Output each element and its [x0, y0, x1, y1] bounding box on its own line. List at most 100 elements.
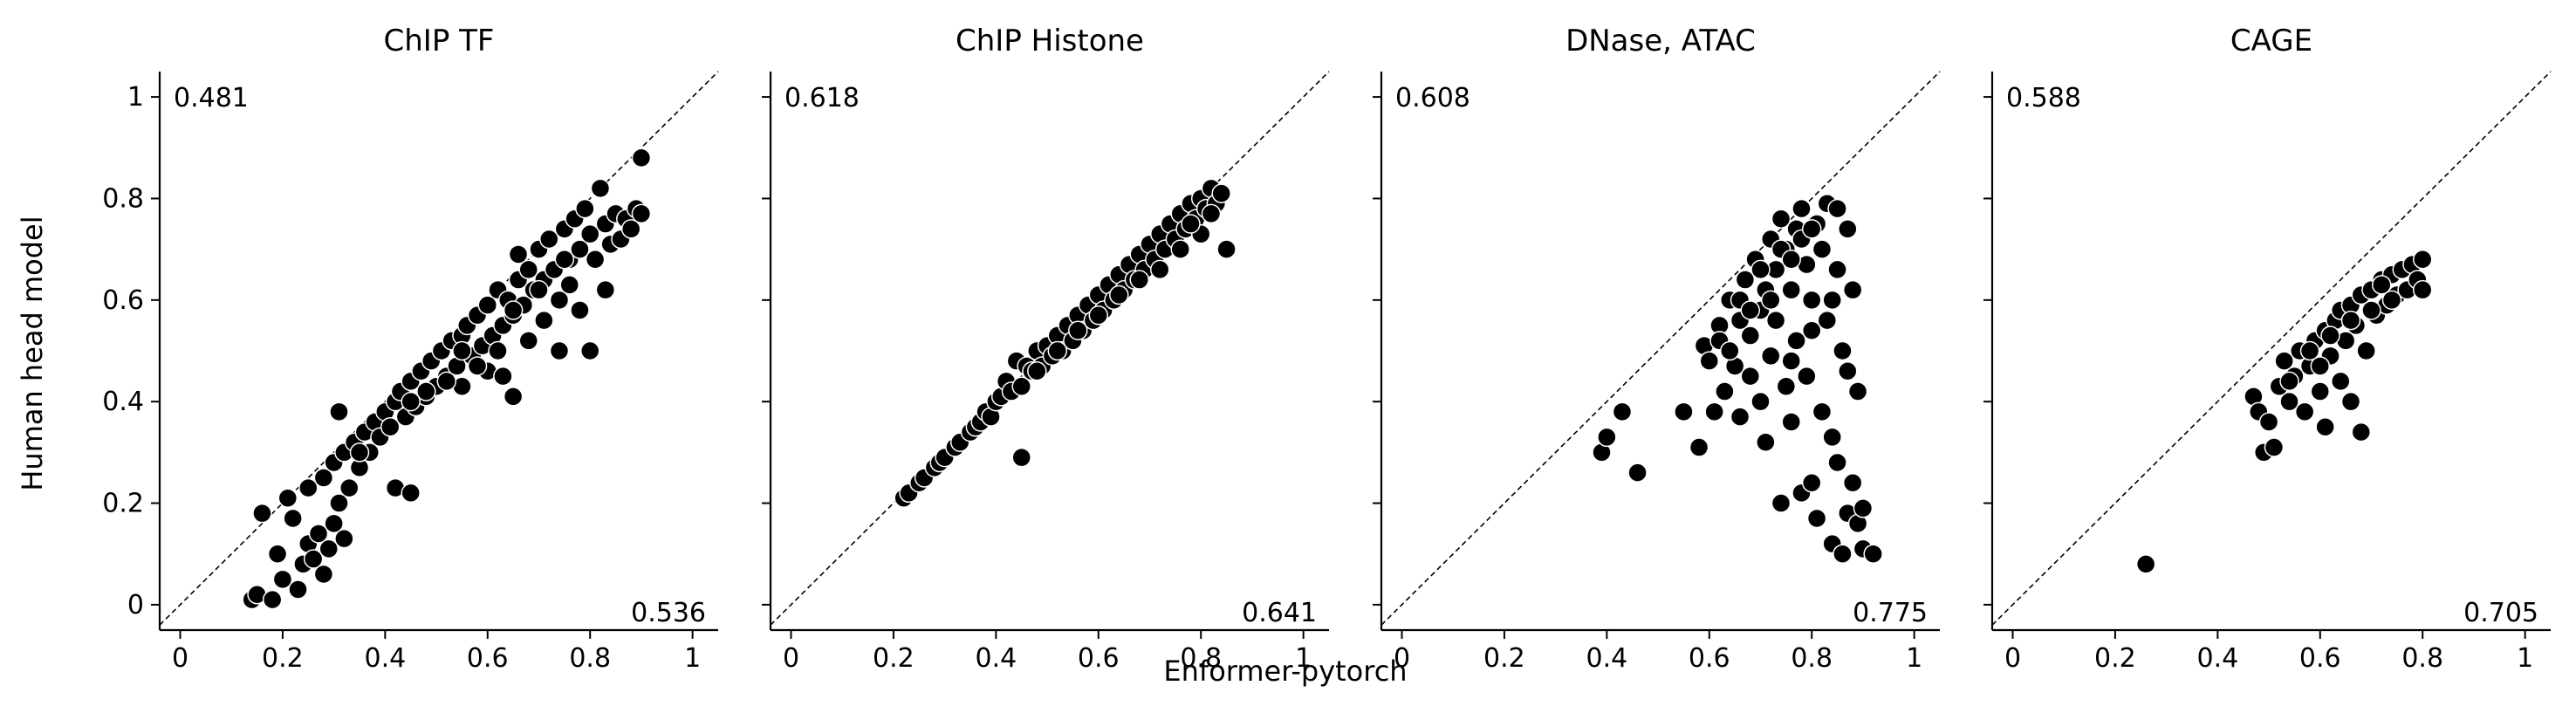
- data-point: [1822, 290, 1842, 311]
- data-point: [549, 290, 570, 311]
- data-point: [1211, 183, 1231, 203]
- data-point: [324, 513, 344, 534]
- data-point: [477, 295, 498, 315]
- data-point: [503, 387, 524, 407]
- data-point: [1801, 320, 1822, 340]
- data-point: [329, 401, 349, 422]
- data-point: [1011, 447, 1031, 468]
- x-tick-label: 0.4: [364, 643, 406, 674]
- data-point: [313, 564, 334, 585]
- data-point: [334, 529, 354, 549]
- data-point: [401, 391, 421, 412]
- data-point: [1740, 300, 1761, 320]
- data-point: [1068, 320, 1088, 340]
- x-tick-label: 0: [1394, 643, 1410, 674]
- data-point: [2361, 300, 2381, 320]
- diagonal-line: [1380, 71, 1941, 626]
- data-point: [1735, 270, 1756, 290]
- data-point: [1801, 473, 1822, 493]
- data-point: [1216, 239, 1237, 259]
- data-point: [1170, 239, 1190, 259]
- data-point: [1833, 544, 1853, 564]
- data-point: [2412, 279, 2433, 300]
- data-point: [1786, 331, 1806, 351]
- top-left-annotation: 0.618: [784, 83, 860, 113]
- data-point: [1740, 326, 1761, 346]
- data-point: [1781, 279, 1801, 300]
- x-tick-label: 0.2: [2094, 643, 2136, 674]
- data-point: [1801, 219, 1822, 239]
- data-point: [349, 442, 370, 463]
- data-point: [1781, 412, 1801, 432]
- data-point: [1801, 290, 1822, 311]
- data-point: [1842, 473, 1863, 493]
- data-point: [554, 250, 575, 270]
- data-point: [508, 244, 529, 264]
- x-tick-label: 0.2: [1483, 643, 1525, 674]
- data-point: [329, 493, 349, 513]
- data-point: [1760, 290, 1781, 311]
- data-point: [579, 223, 600, 244]
- data-point: [1027, 361, 1047, 381]
- x-tick-label: 0.4: [2196, 643, 2238, 674]
- data-point: [1715, 381, 1735, 401]
- data-point: [2412, 250, 2433, 270]
- data-point: [2315, 417, 2335, 437]
- data-point: [1781, 250, 1801, 270]
- data-point: [2310, 381, 2331, 401]
- x-tick-label: 0.8: [1180, 643, 1222, 674]
- data-point: [631, 203, 652, 224]
- data-point: [2294, 401, 2315, 422]
- data-point: [1011, 376, 1031, 396]
- data-point: [416, 381, 436, 401]
- data-point: [1129, 270, 1150, 290]
- data-point: [1776, 376, 1797, 396]
- data-point: [518, 331, 539, 351]
- y-tick-label: 0.6: [102, 285, 144, 316]
- data-point: [1838, 361, 1858, 381]
- data-point: [277, 488, 298, 508]
- x-tick-label: 0: [783, 643, 799, 674]
- panel-1: ChIP TF 0 0.2 0.4 0.6 0.8 1 0 0.2 0.4 0.6 0.8 1 0.481…: [102, 24, 719, 674]
- panels: ChIP TF 0 0.2 0.4 0.6 0.8 1 0 0.2 0.4 0.6 0.8 1 0.481…: [102, 24, 2552, 674]
- data-point: [585, 250, 606, 270]
- x-tick-label: 0.4: [975, 643, 1017, 674]
- data-point: [303, 549, 324, 569]
- data-point: [1750, 391, 1771, 412]
- data-point: [579, 340, 600, 361]
- panel-3: DNase, ATAC 0 0.2 0.4 0.6 0.8 1 0.608 0.775: [1373, 24, 1941, 674]
- x-tick-label: 1: [2517, 643, 2533, 674]
- data-point: [1740, 366, 1761, 387]
- data-point: [1812, 239, 1833, 259]
- panel-title: DNase, ATAC: [1565, 24, 1756, 58]
- data-point: [1760, 346, 1781, 367]
- data-point: [631, 147, 652, 168]
- x-tick-label: 0.8: [569, 643, 611, 674]
- data-point: [1109, 285, 1129, 305]
- x-tick-label: 0.6: [467, 643, 509, 674]
- data-point: [1827, 259, 1847, 280]
- data-point: [1730, 407, 1750, 427]
- data-point: [2356, 340, 2376, 361]
- data-point: [1817, 310, 1838, 331]
- y-tick-label: 1: [127, 82, 144, 113]
- data-point: [1612, 401, 1633, 422]
- data-point: [313, 468, 334, 488]
- data-point: [1827, 198, 1847, 219]
- y-tick-label: 0.8: [102, 183, 144, 214]
- x-tick-label: 0.8: [2401, 643, 2443, 674]
- data-point: [559, 275, 579, 295]
- data-point: [283, 508, 303, 529]
- y-tick-label: 0: [127, 590, 144, 620]
- panel-2: ChIP Histone 0 0.2 0.4 0.6 0.8 1 0.618 0.641: [762, 24, 1330, 674]
- data-point: [2279, 371, 2299, 392]
- data-point: [1674, 401, 1694, 422]
- data-point: [380, 417, 401, 437]
- data-point: [2274, 351, 2294, 371]
- data-point: [1699, 351, 1720, 371]
- x-axis-label: Enformer-pytorch: [1163, 655, 1407, 688]
- data-point: [549, 340, 570, 361]
- data-point: [1201, 203, 1222, 224]
- bottom-right-annotation: 0.536: [631, 598, 706, 628]
- top-left-annotation: 0.481: [174, 83, 249, 113]
